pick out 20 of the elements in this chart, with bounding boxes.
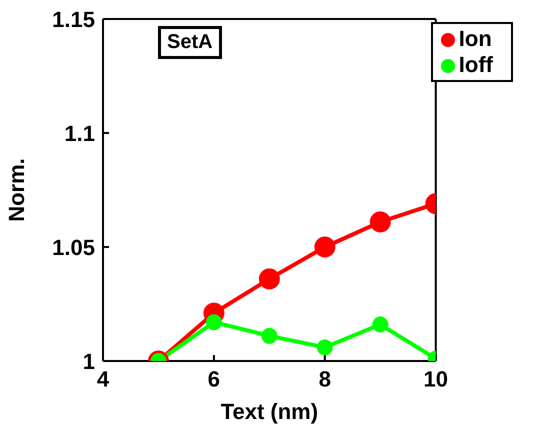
point xyxy=(206,314,222,330)
point xyxy=(372,316,388,333)
x-tick-label: 10 xyxy=(424,366,448,392)
point xyxy=(261,328,278,344)
y-tick-label: 1.1 xyxy=(64,120,95,146)
x-tick-label: 6 xyxy=(208,366,220,392)
point xyxy=(370,211,391,232)
legend-label: Ion xyxy=(458,26,492,51)
annotation: SetA xyxy=(158,26,222,59)
y-tick-label: 1 xyxy=(82,348,95,374)
y-axis-title: Norm. xyxy=(4,158,29,222)
y-tick-label: 1.15 xyxy=(52,6,95,32)
legend-label: Ioff xyxy=(458,52,493,77)
point xyxy=(258,268,280,290)
point xyxy=(316,339,333,356)
y-tick-label: 1.05 xyxy=(52,234,95,260)
x-axis-title: Text (nm) xyxy=(220,399,318,424)
point xyxy=(314,236,336,258)
x-tick-label: 4 xyxy=(96,366,110,392)
x-tick-label: 8 xyxy=(318,366,331,392)
